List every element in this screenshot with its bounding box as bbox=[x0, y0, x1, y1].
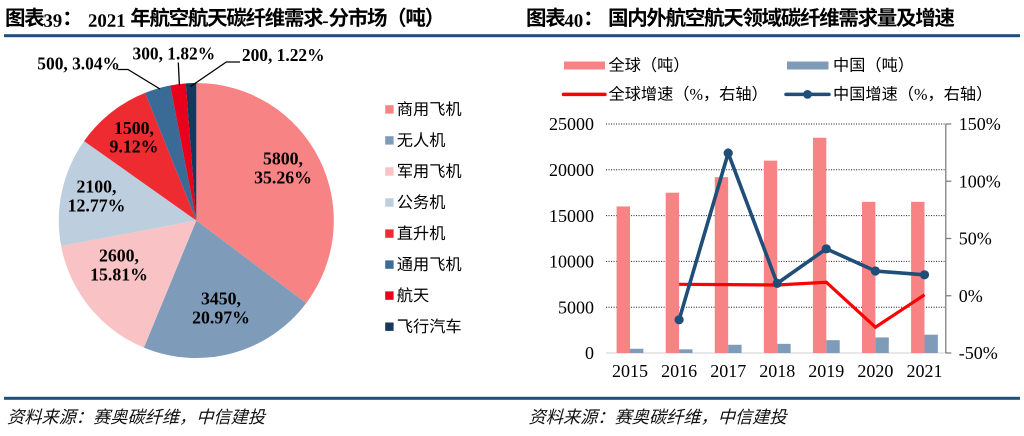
svg-text:1500,: 1500, bbox=[114, 118, 154, 138]
svg-text:15.81%: 15.81% bbox=[90, 264, 148, 284]
svg-text:100%: 100% bbox=[959, 171, 1001, 191]
svg-text:50%: 50% bbox=[959, 229, 992, 249]
svg-text:300, 1.82%: 300, 1.82% bbox=[133, 43, 216, 63]
svg-text:2600,: 2600, bbox=[99, 245, 139, 265]
svg-text:150%: 150% bbox=[959, 114, 1001, 134]
svg-text:9.12%: 9.12% bbox=[110, 137, 159, 157]
svg-text:20.97%: 20.97% bbox=[192, 308, 250, 328]
svg-text:20000: 20000 bbox=[549, 160, 594, 180]
svg-text:2100,: 2100, bbox=[76, 177, 116, 197]
svg-text:2021: 2021 bbox=[907, 361, 943, 381]
svg-text:-50%: -50% bbox=[959, 343, 998, 363]
svg-text:2017: 2017 bbox=[710, 361, 746, 381]
svg-text:0: 0 bbox=[585, 343, 594, 363]
svg-text:35.26%: 35.26% bbox=[254, 167, 312, 187]
svg-text:2016: 2016 bbox=[661, 361, 697, 381]
svg-text:5000: 5000 bbox=[558, 297, 594, 317]
svg-text:12.77%: 12.77% bbox=[68, 195, 126, 215]
svg-text:200, 1.22%: 200, 1.22% bbox=[242, 45, 325, 65]
svg-text:2019: 2019 bbox=[808, 361, 844, 381]
svg-text:500, 3.04%: 500, 3.04% bbox=[37, 54, 120, 74]
svg-text:2018: 2018 bbox=[759, 361, 795, 381]
svg-text:5800,: 5800, bbox=[263, 148, 303, 168]
svg-text:0%: 0% bbox=[959, 286, 983, 306]
svg-text:3450,: 3450, bbox=[201, 289, 241, 309]
svg-text:15000: 15000 bbox=[549, 206, 594, 226]
svg-text:25000: 25000 bbox=[549, 114, 594, 134]
svg-text:2015: 2015 bbox=[612, 361, 648, 381]
svg-text:10000: 10000 bbox=[549, 252, 594, 272]
svg-text:2020: 2020 bbox=[857, 361, 893, 381]
